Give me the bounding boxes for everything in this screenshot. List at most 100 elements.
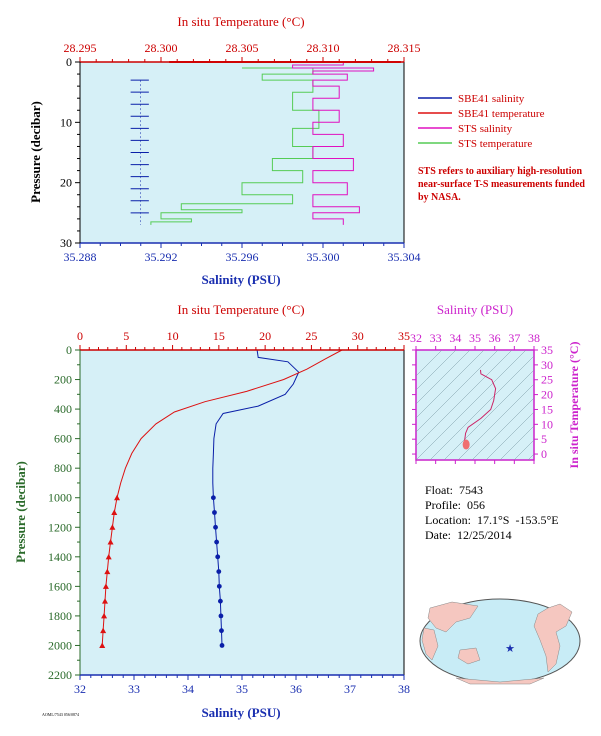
left-tick-label: 1400 [48,550,72,564]
ts-density-contour [443,369,534,460]
ts-density-contour [429,355,534,460]
left-tick-label: 2000 [48,638,72,652]
bottom-panel-x-label: Salinity (PSU) [201,705,280,720]
top-tick-label: 28.300 [145,41,178,55]
temperature-marker [107,539,114,545]
bottom-tick-label: 32 [74,682,86,696]
ts-y-label: In situ Temperature (°C) [567,342,581,469]
left-tick-label: 1600 [48,579,72,593]
ts-top-tick-label: 36 [489,331,501,345]
bottom-tick-label: 38 [398,682,410,696]
top-tick-label: 35 [398,329,410,343]
top-panel-y-label: Pressure (decibar) [28,101,43,203]
temperature-marker [109,524,116,530]
ts-density-contour [471,397,534,460]
left-tick-label: 400 [54,402,72,416]
location: Location: 17.1°S -153.5°E [425,513,559,527]
top-tick-label: 10 [167,329,179,343]
profile-temperature-line [101,349,343,646]
bottom-tick-label: 37 [344,682,356,696]
bottom-panel-y-label: Pressure (decibar) [13,461,28,563]
salinity-marker [214,539,220,545]
bottom-tick-label: 34 [182,682,194,696]
salinity-marker [218,598,223,604]
salinity-marker [216,569,222,574]
ts-density-contour [416,350,485,419]
ts-density-contour [499,425,534,460]
ts-right-tick-label: 25 [541,373,553,387]
bottom-tick-label: 35.304 [388,250,421,264]
left-tick-label: 600 [54,432,72,446]
temperature-marker [100,627,107,634]
left-tick-label: 0 [66,343,72,357]
ts-right-tick-label: 35 [541,343,553,357]
salinity-marker [218,613,224,619]
ts-top-axis-title: Salinity (PSU) [437,302,513,317]
top-tick-label: 28.310 [307,41,340,55]
left-tick-label: 30 [60,236,72,250]
legend-note: STS refers to auxiliary high-resolution … [418,166,585,203]
ts-density-contour [416,350,513,447]
ts-density-contour [416,350,471,405]
top-tick-label: 5 [123,329,129,343]
temperature-marker [102,583,109,589]
ts-right-tick-label: 5 [541,432,547,446]
ts-right-tick-label: 0 [541,447,547,461]
profile-salinity-line [212,349,300,646]
ts-top-tick-label: 37 [508,331,520,345]
legend-label: STS salinity [458,123,513,135]
salinity-marker [215,554,221,560]
ts-top-tick-label: 38 [528,331,540,345]
world-map: ★ [419,598,581,685]
left-tick-label: 1800 [48,609,72,623]
bottom-tick-label: 35.300 [307,250,340,264]
left-tick-label: 20 [60,176,72,190]
ts-density-contour [416,350,457,391]
top-tick-label: 28.295 [64,41,97,55]
bottom-tick-label: 35.296 [226,250,259,264]
footer-id: AOML/7543 056/0874 [42,712,79,717]
ts-top-tick-label: 35 [469,331,481,345]
top-tick-label: 0 [77,329,83,343]
temperature-marker [104,568,111,575]
ts-density-contour [416,350,443,377]
temperature-marker [99,642,106,648]
float-location-marker: ★ [505,643,515,655]
temperature-marker [101,598,108,604]
ts-density-contour [416,350,499,433]
left-tick-label: 200 [54,373,72,387]
ts-deep-cluster [462,439,470,450]
bottom-panel-top-axis-title: In situ Temperature (°C) [177,302,304,317]
ts-top-tick-label: 34 [449,331,461,345]
ts-right-tick-label: 20 [541,388,553,402]
ts-top-tick-label: 32 [410,331,422,345]
top-tick-label: 28.305 [226,41,259,55]
ts-density-contour [457,383,534,460]
bottom-tick-label: 36 [290,682,302,696]
land-australia [457,647,481,665]
bottom-tick-label: 35 [236,682,248,696]
top-tick-label: 25 [305,329,317,343]
ts-right-tick-label: 30 [541,358,553,372]
top-sts-salinity-line [292,61,375,225]
legend-label: STS temperature [458,138,532,150]
bottom-tick-label: 35.292 [145,250,178,264]
top-panel-top-axis-title: In situ Temperature (°C) [177,14,304,29]
top-tick-label: 30 [352,329,364,343]
ts-density-contour [416,350,527,460]
ts-density-contour [485,411,534,460]
ts-right-tick-label: 15 [541,402,553,416]
top-tick-label: 15 [213,329,225,343]
salinity-marker [219,643,225,648]
top-tick-label: 20 [259,329,271,343]
salinity-marker [212,510,217,515]
land-eurasia [427,601,479,633]
left-tick-label: 1200 [48,520,72,534]
left-tick-label: 800 [54,461,72,475]
left-tick-label: 0 [66,55,72,69]
full-profile-panel: 32 33 34 35 36 37 38 0 5 10 15 20 25 30 35 0 200 400 600 80… [13,302,410,720]
land-americas [533,603,573,673]
temperature-marker [111,509,118,515]
ts-top-tick-label: 33 [430,331,442,345]
